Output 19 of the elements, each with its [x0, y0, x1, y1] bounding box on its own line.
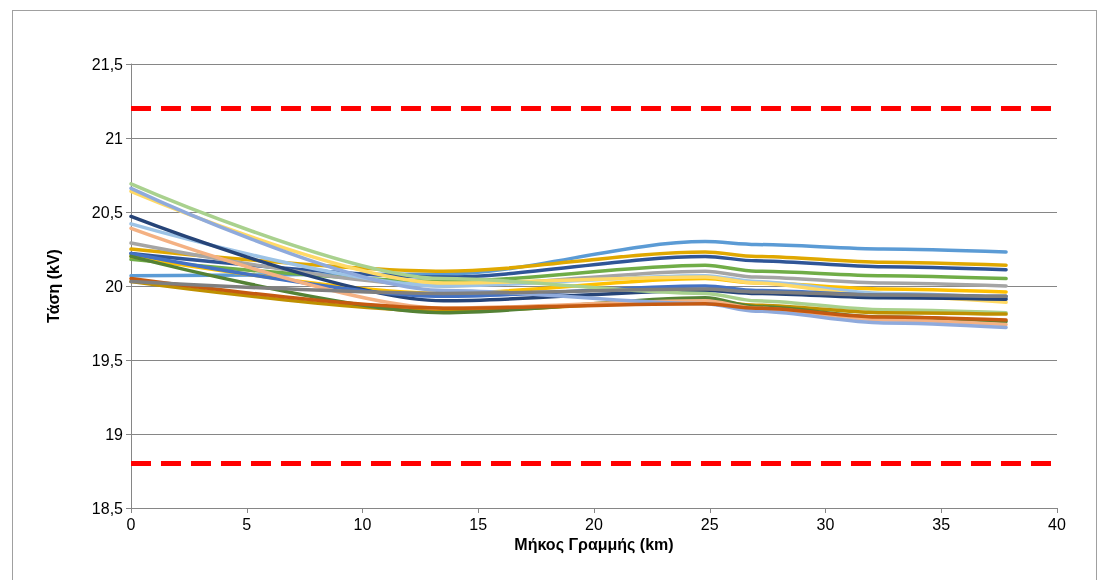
- x-tick-label: 40: [1048, 515, 1066, 533]
- x-tick-label: 15: [469, 515, 488, 533]
- y-tick-label: 21: [105, 129, 124, 147]
- x-tick-label: 30: [816, 515, 835, 533]
- y-tick-label: 20,5: [91, 203, 124, 221]
- y-tick-label: 19,5: [91, 351, 124, 369]
- y-tick-label: 21,5: [91, 55, 124, 73]
- x-tick-label: 35: [932, 515, 951, 533]
- x-tick-label: 10: [353, 515, 372, 533]
- line-series: [129, 276, 1008, 322]
- x-tick-label: 5: [242, 515, 252, 533]
- y-tick-label: 18,5: [91, 499, 124, 517]
- x-tick-label: 0: [126, 515, 136, 533]
- x-tick-label: 25: [700, 515, 719, 533]
- x-tick-label: 20: [585, 515, 603, 533]
- y-tick-label: 19: [105, 425, 124, 443]
- y-axis-title: Τάση (kV): [44, 249, 62, 323]
- y-tick-label: 20: [105, 277, 124, 295]
- x-axis-title: Μήκος Γραμμής (km): [514, 536, 674, 555]
